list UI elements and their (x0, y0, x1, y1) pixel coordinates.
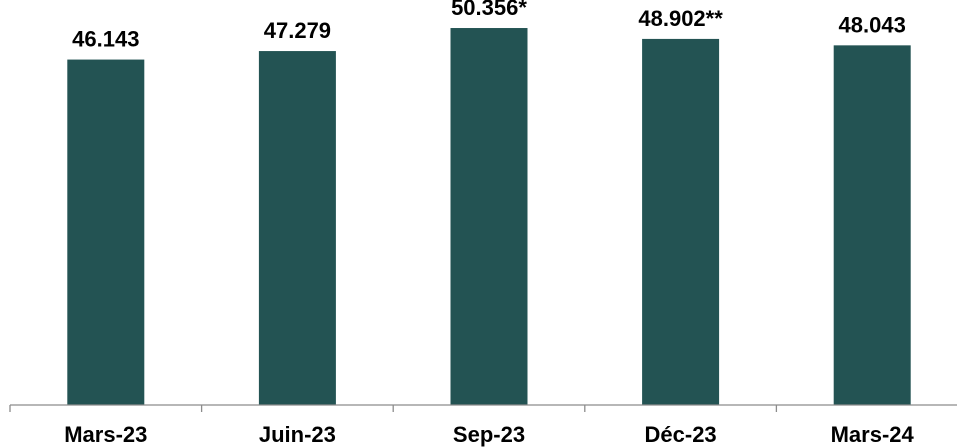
x-tick-label: Juin-23 (259, 422, 336, 447)
x-axis-labels: Mars-23 Juin-23 Sep-23 Déc-23 Mars-24 (64, 422, 914, 447)
x-tick-label: Mars-23 (64, 422, 147, 447)
data-label: 47.279 (264, 18, 331, 43)
x-tick-label: Mars-24 (831, 422, 915, 447)
bar-mars-23 (67, 59, 145, 405)
data-label: 48.902** (638, 6, 723, 31)
data-label: 50.356* (451, 0, 527, 20)
x-tick-label: Sep-23 (453, 422, 525, 447)
data-label: 48.043 (839, 12, 906, 37)
bar-mars-24 (833, 45, 911, 405)
bar-sep-23 (450, 28, 528, 405)
bars-group (67, 28, 911, 406)
x-axis-ticks (9, 405, 778, 412)
data-labels-group: 46.143 47.279 50.356* 48.902** 48.043 (72, 0, 906, 52)
bar-déc-23 (642, 38, 720, 406)
data-label: 46.143 (72, 27, 139, 52)
x-tick-label: Déc-23 (645, 422, 717, 447)
bar-juin-23 (258, 51, 336, 406)
